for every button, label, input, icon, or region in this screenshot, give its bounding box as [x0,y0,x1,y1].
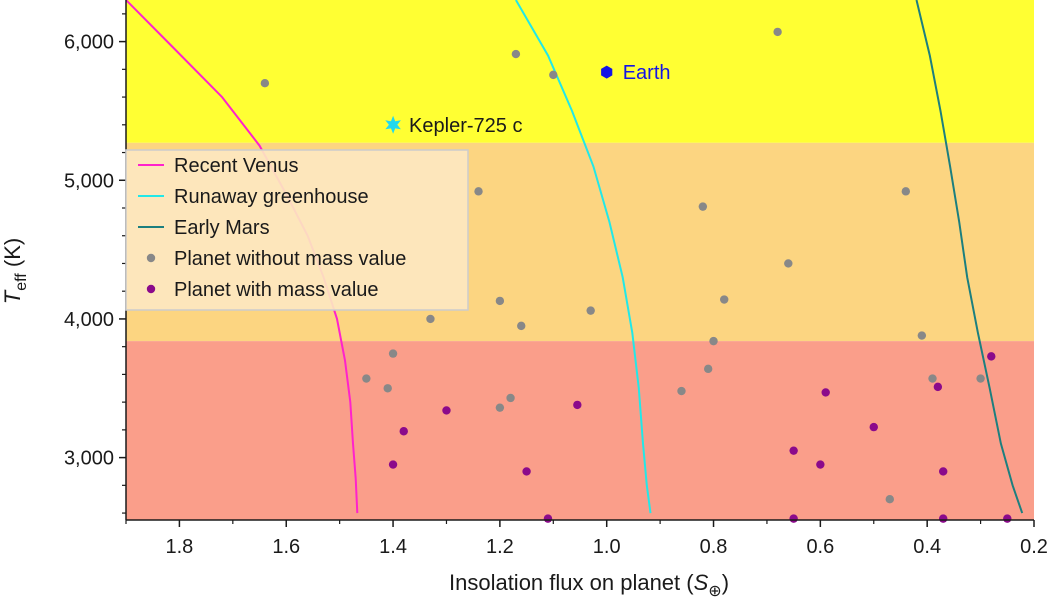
y-axis-title: Teff (K) [0,238,30,304]
y-axis-title-subscript: eff [13,273,30,291]
x-tick-label-3: 1.2 [486,536,514,558]
x-tick-label-4: 1.0 [593,536,621,558]
planet-without-mass-value-point-12 [517,321,526,331]
planet-with-mass-value-point-2 [821,388,830,397]
planet-without-mass-value-point-24 [885,495,894,504]
runaway-greenhouse-line [515,0,652,514]
early-mars-line [915,0,1024,514]
planet-without-mass-value-point-13 [917,331,927,340]
planet-points [260,27,1012,523]
planet-with-mass-value-point-3 [573,400,582,410]
kepler-725-c-marker [385,115,401,134]
planet-without-mass-value-point-2 [549,70,558,80]
planet-with-mass-value-point-14 [939,514,948,523]
planet-without-mass-value-point-20 [383,384,392,393]
y-axis-title-end: (K) [0,238,25,273]
legend-runaway-greenhouse-label: Runaway greenhouse [174,186,369,208]
planet-without-mass-value-point-3 [773,27,782,37]
x-tick-label-5: 0.8 [700,536,728,558]
y-tick-label-1: 4,000 [64,309,114,331]
planet-with-mass-value-point-9 [816,460,825,469]
legend-planet-without-mass-value-swatch [146,253,156,263]
planet-without-mass-value-point-6 [901,187,911,196]
legend-box [125,149,469,311]
planet-without-mass-value-point-4 [474,187,483,196]
kepler-725-c-label: Kepler-725 c [409,115,522,137]
planet-with-mass-value-point-7 [789,446,798,455]
planet-without-mass-value-point-11 [426,314,435,324]
y-axis-title-symbol: T [0,289,25,304]
x-tick-label-7: 0.4 [913,536,941,558]
planet-without-mass-value-point-10 [586,306,595,315]
axes: 1.8 1.6 1.4 1.2 1.0 0.8 0.6 0.4 0.2 3,000 4,000 5,0… [64,0,1048,558]
legend-early-mars-label: Early Mars [174,217,270,239]
planet-with-mass-value-point-1 [933,382,943,392]
legend-planet-with-mass-value-swatch [146,284,156,294]
planet-without-mass-value-point-16 [703,364,713,374]
planet-without-mass-value-point-19 [976,374,985,383]
x-tick-label-1: 1.6 [272,536,300,558]
planet-without-mass-value-point-7 [784,259,793,268]
x-axis-title: Insolation flux on planet (S⊕) [449,570,729,600]
planet-with-mass-value-point-8 [388,460,398,469]
planet-without-mass-value-point-0 [260,79,270,88]
x-axis-title-end: ) [722,570,729,595]
legend-recent-venus-label: Recent Venus [174,155,299,177]
planet-without-mass-value-point-17 [362,374,371,383]
y-tick-label-3: 6,000 [64,32,114,54]
x-tick-label-2: 1.4 [379,536,407,558]
planet-without-mass-value-point-1 [511,49,521,59]
x-axis-title-main: Insolation flux on planet ( [449,570,694,595]
planet-with-mass-value-point-15 [1003,514,1012,523]
earth-marker [601,65,613,79]
legend: Recent Venus Runaway greenhouse Early Mars… [125,149,469,311]
planet-with-mass-value-point-0 [987,352,996,361]
earth-label: Earth [623,62,671,84]
planet-with-mass-value-point-5 [869,422,878,432]
legend-planet-without-mass-value-label: Planet without mass value [174,248,406,270]
planet-with-mass-value-point-10 [522,467,531,476]
planet-with-mass-value-point-6 [399,427,408,436]
planet-with-mass-value-point-4 [442,406,451,415]
planet-without-mass-value-point-8 [495,296,505,306]
planet-with-mass-value-point-13 [789,514,798,523]
x-tick-label-6: 0.6 [806,536,834,558]
planet-without-mass-value-point-9 [720,295,729,304]
x-axis-title-subscript: ⊕ [708,583,721,600]
temperature-band-2 [126,341,1034,520]
highlighted-planets: Earth Kepler-725 c [385,62,671,137]
y-tick-label-2: 5,000 [64,170,114,192]
planet-without-mass-value-point-21 [677,386,686,396]
planet-without-mass-value-point-18 [928,374,937,383]
planet-without-mass-value-point-22 [506,393,515,403]
temperature-band-0 [126,0,1034,143]
planet-without-mass-value-point-23 [495,403,505,412]
planet-with-mass-value-point-11 [939,467,948,476]
planet-with-mass-value-point-12 [543,514,553,523]
legend-planet-with-mass-value-label: Planet with mass value [174,279,379,301]
x-axis-title-symbol: S [694,570,709,595]
y-tick-label-0: 3,000 [64,448,114,470]
planet-without-mass-value-point-5 [698,202,708,211]
x-tick-label-0: 1.8 [166,536,194,558]
planet-without-mass-value-point-15 [388,349,398,358]
x-tick-label-8: 0.2 [1020,536,1048,558]
planet-without-mass-value-point-14 [709,336,718,346]
